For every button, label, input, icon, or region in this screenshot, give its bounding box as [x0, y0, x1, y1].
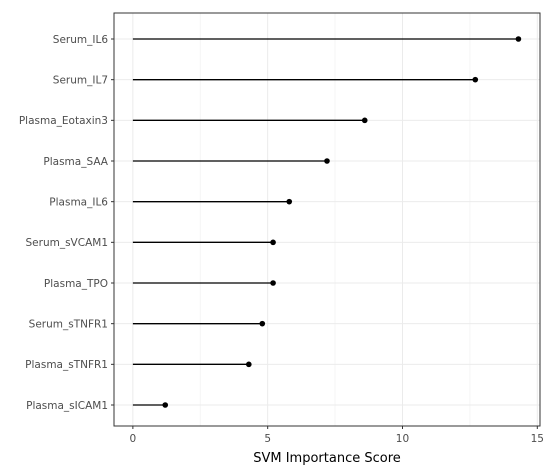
x-axis: 0 5 10 15	[130, 426, 544, 445]
lollipop-point	[324, 158, 330, 164]
x-tick-label: 0	[130, 433, 137, 445]
y-tick-label: Plasma_sTNFR1	[25, 359, 108, 371]
panel-border	[113, 12, 541, 427]
y-tick-label: Plasma_SAA	[43, 156, 108, 168]
x-tick-label: 15	[531, 433, 544, 445]
lollipop-point	[286, 198, 293, 205]
segments	[132, 38, 519, 406]
y-tick-label: Plasma_Eotaxin3	[19, 115, 108, 127]
y-tick-label: Plasma_IL6	[49, 196, 108, 208]
lollipop-point	[259, 320, 266, 327]
y-tick-label: Serum_sTNFR1	[29, 318, 108, 330]
lollipop-point	[472, 76, 479, 83]
lollipop-point	[270, 239, 276, 246]
x-tick-label: 10	[396, 433, 409, 445]
x-axis-title: SVM Importance Score	[253, 451, 401, 466]
lollipop-point	[246, 361, 252, 368]
y-tick-label: Serum_sVCAM1	[26, 237, 108, 249]
y-axis: Serum_IL6 Serum_IL7 Plasma_Eotaxin3 Plasma_…	[19, 34, 114, 412]
y-tick-label: Serum_IL7	[53, 74, 108, 86]
points	[162, 36, 522, 408]
lollipop-point	[361, 117, 368, 124]
lollipop-point	[515, 36, 522, 42]
y-tick-label: Plasma_TPO	[44, 278, 108, 290]
y-tick-label: Plasma_sICAM1	[26, 400, 108, 412]
y-tick-label: Serum_IL6	[53, 34, 109, 46]
x-tick-label: 5	[264, 433, 271, 445]
lollipop-point	[270, 280, 276, 286]
lollipop-point	[162, 402, 169, 408]
